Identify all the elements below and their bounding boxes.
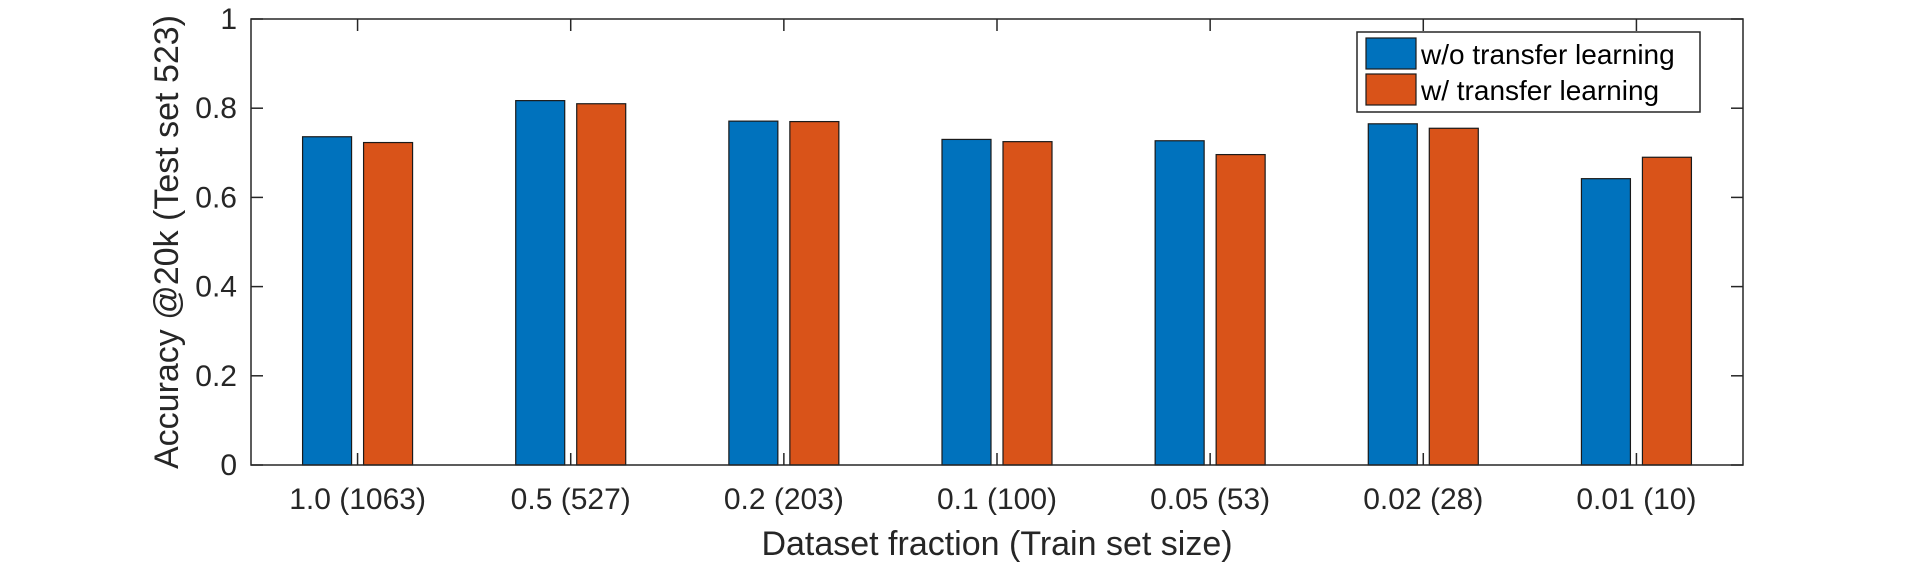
x-tick-label-5: 0.02 (28) [1363,483,1483,516]
x-tick-label-6: 0.01 (10) [1576,483,1696,516]
bar-with-transfer-6 [1641,156,1693,466]
bar-without-transfer-1 [515,100,566,466]
bar-without-transfer-2 [728,120,779,466]
y-tick-label-2: 0.4 [195,271,237,304]
x-tick-label-4: 0.05 (53) [1150,483,1270,516]
x-tick-label-3: 0.1 (100) [937,483,1057,516]
y-tick-label-5: 1 [220,3,237,36]
x-tick-label-0: 1.0 (1063) [289,483,426,516]
x-tick-label-2: 0.2 (203) [724,483,844,516]
y-axis-label: Accuracy @20k (Test set 523) [148,15,186,469]
bar-with-transfer-2 [789,120,840,466]
bar-without-transfer-0 [301,136,353,466]
bar-with-transfer-5 [1428,127,1479,466]
legend-swatch-0 [1365,37,1417,70]
x-axis-label: Dataset fraction (Train set size) [761,525,1232,563]
legend: w/o transfer learning w/ transfer learnin… [1356,31,1701,113]
x-tick-label-1: 0.5 (527) [511,483,631,516]
bars-layer [301,100,1693,466]
y-tick-label-1: 0.2 [195,360,237,393]
legend-label-0: w/o transfer learning [1420,39,1675,70]
legend-swatch-1 [1365,73,1417,106]
bar-without-transfer-6 [1580,178,1632,466]
bar-with-transfer-4 [1215,153,1266,466]
y-tick-label-0: 0 [220,449,237,482]
bar-with-transfer-0 [362,141,414,466]
ticks-layer: 0 0.2 0.4 0.6 0.8 1 1.0 (1063) 0.5 (527) 0.2 (20… [195,3,1743,516]
y-tick-label-3: 0.6 [195,181,237,214]
legend-label-1: w/ transfer learning [1420,75,1659,106]
bar-without-transfer-4 [1154,140,1205,466]
bar-without-transfer-5 [1367,123,1418,466]
bar-with-transfer-1 [576,103,627,466]
bar-without-transfer-3 [941,138,992,466]
y-tick-label-4: 0.8 [195,92,237,125]
bar-with-transfer-3 [1002,141,1053,466]
